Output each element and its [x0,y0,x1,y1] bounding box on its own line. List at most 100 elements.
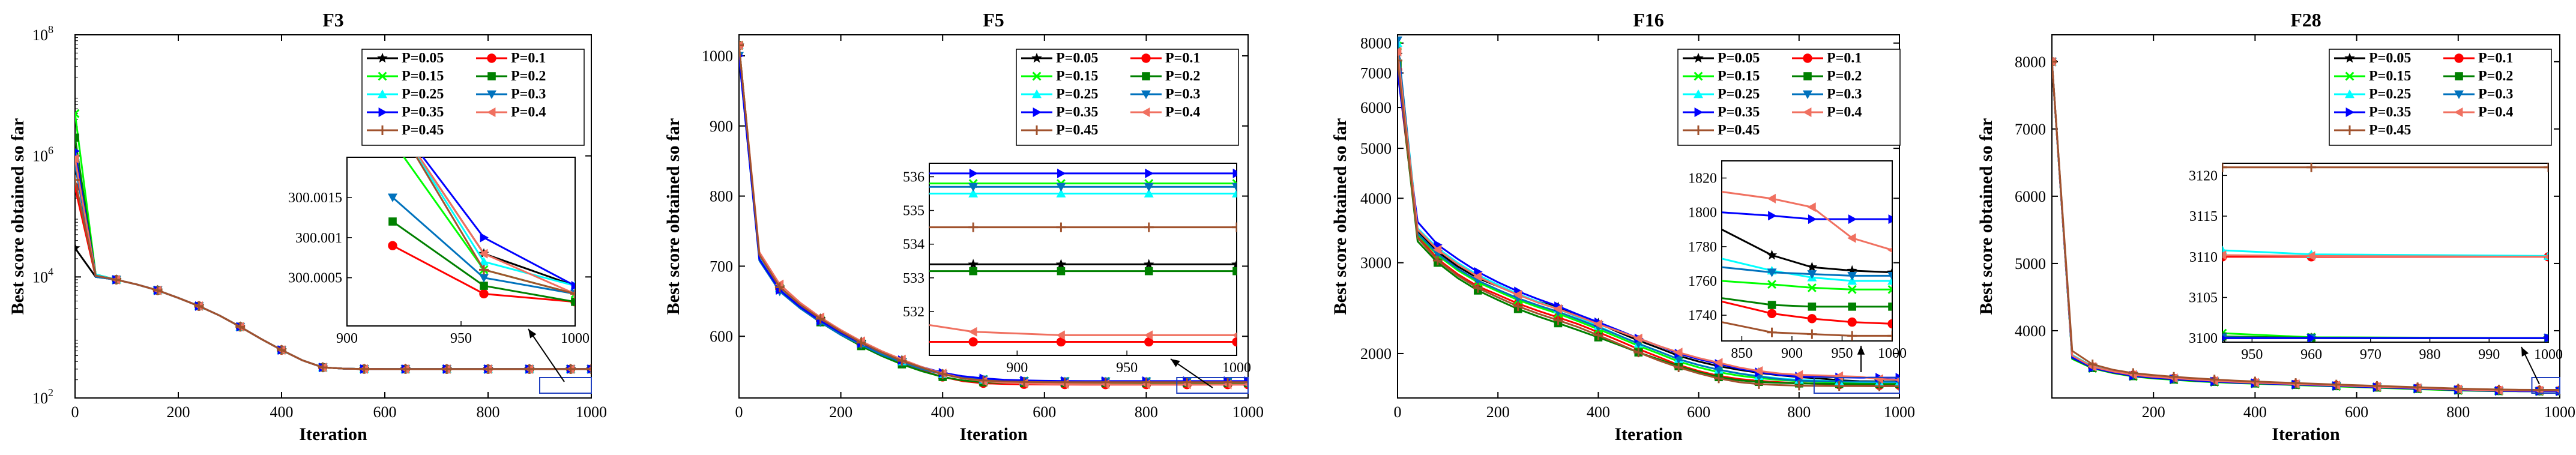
data-point [856,337,866,348]
legend-box [2329,49,2552,146]
inset-x-tick-label: 900 [1781,346,1803,361]
y-axis-label: Best score obtained so far [1330,118,1350,315]
legend-label: P=0.05 [402,50,444,66]
legend-marker [1803,90,1812,99]
legend-marker [1032,71,1042,81]
inset-y-tick-label: 3100 [2189,331,2218,346]
data-point [2250,376,2260,387]
legend-label: P=0.35 [1718,104,1760,120]
inset-data-point [1848,303,1856,311]
legend-label: P=0.2 [1827,68,1862,84]
data-point [1243,377,1248,387]
legend-marker [378,107,387,117]
plot-area [1397,34,1900,399]
data-point [442,364,452,374]
inset-series-group [388,157,575,307]
data-point [75,133,79,142]
series-line-P=0.3 [1398,40,1899,383]
data-point [1895,377,1899,383]
inset-x-tick-label: 960 [2300,347,2322,363]
x-tick-label: 400 [2243,403,2267,421]
data-point [2331,379,2341,390]
inset-y-tick-label: 532 [903,304,925,320]
inset-data-point [1887,272,1892,281]
inset-data-point [388,217,397,226]
inset-data-point [388,241,397,250]
inset-x-tick-label: 950 [450,331,472,346]
inset-y-tick-label: 3115 [2189,209,2218,224]
legend-label: P=0.1 [2478,50,2513,66]
y-tick-label: 700 [710,258,733,275]
inset-data-point [968,259,979,269]
zoom-arrow-head [528,329,537,339]
legend-label: P=0.45 [1056,122,1098,138]
data-point [2555,385,2560,395]
inset-x-tick-label: 1000 [1878,346,1907,361]
legend: P=0.05 P=0.1 P=0.15 P=0.2 P=0.25 P=0.3 P=0.35 P… [1677,49,1901,146]
x-tick-label: 600 [2345,403,2368,421]
y-tick-exponent: 4 [48,265,53,277]
inset-data-point [1055,259,1067,269]
legend-marker [377,52,388,63]
x-tick-label: 1000 [1232,403,1264,421]
data-point [359,364,369,374]
y-tick-label: 1000 [702,47,733,65]
inset-y-tick-label: 3105 [2189,291,2218,306]
inset-data-point [479,265,489,275]
inset-series-group [1722,190,1892,341]
legend-marker [487,53,496,63]
inset-data-point [1232,182,1237,192]
legend-label: P=0.3 [2478,86,2513,102]
inset-zoom: 900 950 1000 300.0005 300.001 300.0015 [288,157,590,346]
legend-marker [1032,89,1042,98]
data-point [1398,36,1402,46]
legend-marker [1803,72,1812,80]
legend-label: P=0.35 [2369,104,2411,120]
inset-data-point [2544,163,2548,172]
data-point [2052,56,2057,67]
inset-data-point [1232,267,1237,276]
y-tick-base: 10 [32,268,48,286]
inset-data-point [1847,317,1857,327]
inset-area [1721,160,1893,342]
inset-data-point [1767,327,1777,337]
x-axis-label: Iteration [299,424,367,444]
chart-panel-f5: F5 0 200 400 600 800 1000 600 700 800 900 1000 Itera… [663,9,1264,444]
inset-data-point [1767,268,1777,277]
series-line-P=0.45 [739,45,1248,384]
inset-x-tick-label: 970 [2360,347,2381,363]
legend-marker [1141,107,1150,117]
inset-data-point [2306,163,2317,172]
inset-data-point [1144,267,1153,276]
x-tick-label: 200 [1486,403,1510,421]
y-tick-label: 104 [32,265,53,286]
zoom-region-box [539,377,592,394]
legend-label: P=0.1 [1827,50,1862,66]
legend-label: P=0.2 [2478,68,2513,84]
y-tick-label: 8000 [2015,53,2046,71]
y-axis-label: Best score obtained so far [663,118,683,315]
inset-data-point [1232,168,1237,178]
data-point [1834,371,1844,381]
inset-y-tick-label: 1820 [1688,171,1717,187]
x-tick-label: 1000 [2544,403,2575,421]
y-tick-label: 900 [710,118,733,135]
legend-marker [378,89,387,98]
y-axis-label: Best score obtained so far [8,118,28,315]
chart-title: F28 [2290,9,2321,31]
legend-label: P=0.25 [2369,86,2411,102]
data-point [2291,378,2301,388]
data-point [1674,348,1683,358]
data-point [1474,267,1483,277]
inset-data-point [2222,163,2227,172]
x-tick-label: 1000 [576,403,607,421]
inset-data-point [2222,250,2227,261]
inset-data-point [2544,254,2548,260]
legend-label: P=0.4 [2478,104,2513,120]
inset-data-point [1767,301,1776,309]
data-point [2169,372,2179,382]
x-tick-label: 600 [1687,403,1710,421]
chart-title: F3 [322,9,344,31]
legend-label: P=0.45 [2369,122,2411,138]
data-point [1874,374,1883,384]
